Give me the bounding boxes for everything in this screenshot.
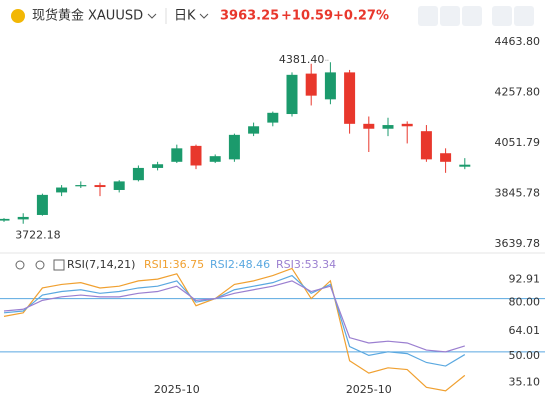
rsi-tick-label: 50.00 xyxy=(509,349,541,362)
candle-body xyxy=(305,73,317,96)
indicator-title: RSI(7,14,21) xyxy=(67,258,135,271)
legend-entry: RSI2:48.46 xyxy=(210,258,270,271)
candle-body xyxy=(363,123,375,129)
x-tick-label: 2025-10 xyxy=(346,383,392,396)
legend-entry: RSI3:53.34 xyxy=(276,258,336,271)
candle-body xyxy=(344,72,356,124)
logo xyxy=(11,9,25,23)
tool-button[interactable] xyxy=(492,6,512,26)
candle-body xyxy=(152,164,164,168)
candle-body xyxy=(228,134,240,160)
rsi-tick-label: 80.00 xyxy=(509,296,541,309)
candle-body xyxy=(267,112,279,123)
caret xyxy=(147,13,157,19)
candle-body xyxy=(401,123,413,127)
tool-button[interactable] xyxy=(418,6,438,26)
rsi-tick-label: 92.91 xyxy=(509,273,541,286)
symbol[interactable]: XAUUSD xyxy=(88,9,143,24)
candle-body xyxy=(17,216,29,220)
candle-body xyxy=(113,181,125,190)
rsi-line xyxy=(3,280,465,353)
tool-button[interactable] xyxy=(514,6,534,26)
y-tick-label: 4463.80 xyxy=(495,35,541,48)
price: 3963.25 xyxy=(220,9,279,24)
candle-body xyxy=(171,148,183,162)
candle-body xyxy=(132,167,144,181)
toolbar xyxy=(418,6,534,26)
rsi-line xyxy=(3,274,466,367)
candle-body xyxy=(0,218,10,221)
candle-body xyxy=(56,187,68,193)
candle-body xyxy=(440,153,452,162)
candle-body xyxy=(190,145,202,166)
candle-body xyxy=(36,194,48,215)
change: +10.59 xyxy=(281,9,333,24)
candle-body xyxy=(75,185,87,187)
add-icon[interactable] xyxy=(53,259,65,271)
x-tick-label: 2025-10 xyxy=(154,383,200,396)
candle-body xyxy=(209,156,221,162)
rsi-line xyxy=(3,267,466,392)
annotation: 4381.40 xyxy=(279,53,325,66)
settings-icon[interactable] xyxy=(35,260,45,270)
y-tick-label: 3845.78 xyxy=(495,186,541,199)
eye-icon[interactable] xyxy=(15,260,25,270)
change-pct: +0.27% xyxy=(333,9,389,24)
candle-body xyxy=(382,125,394,129)
y-tick-label: 4051.79 xyxy=(495,136,541,149)
candle-body xyxy=(286,74,298,115)
rsi-tick-label: 35.10 xyxy=(509,375,541,388)
period[interactable]: 日K xyxy=(174,9,196,24)
candle-body xyxy=(420,131,432,160)
rsi-tick-label: 64.01 xyxy=(509,324,541,337)
candle-body xyxy=(324,72,336,100)
instrument-name: 现货黄金 xyxy=(32,8,84,24)
y-tick-label: 3639.78 xyxy=(495,237,541,250)
y-tick-label: 4257.80 xyxy=(495,86,541,99)
tool-button[interactable] xyxy=(462,6,482,26)
annotation: 3722.18 xyxy=(15,229,61,242)
candle-body xyxy=(94,185,106,188)
caret xyxy=(199,13,209,19)
candle-body xyxy=(248,126,260,134)
tool-button[interactable] xyxy=(440,6,460,26)
legend-entry: RSI1:36.75 xyxy=(144,258,204,271)
candle-body xyxy=(459,164,471,167)
